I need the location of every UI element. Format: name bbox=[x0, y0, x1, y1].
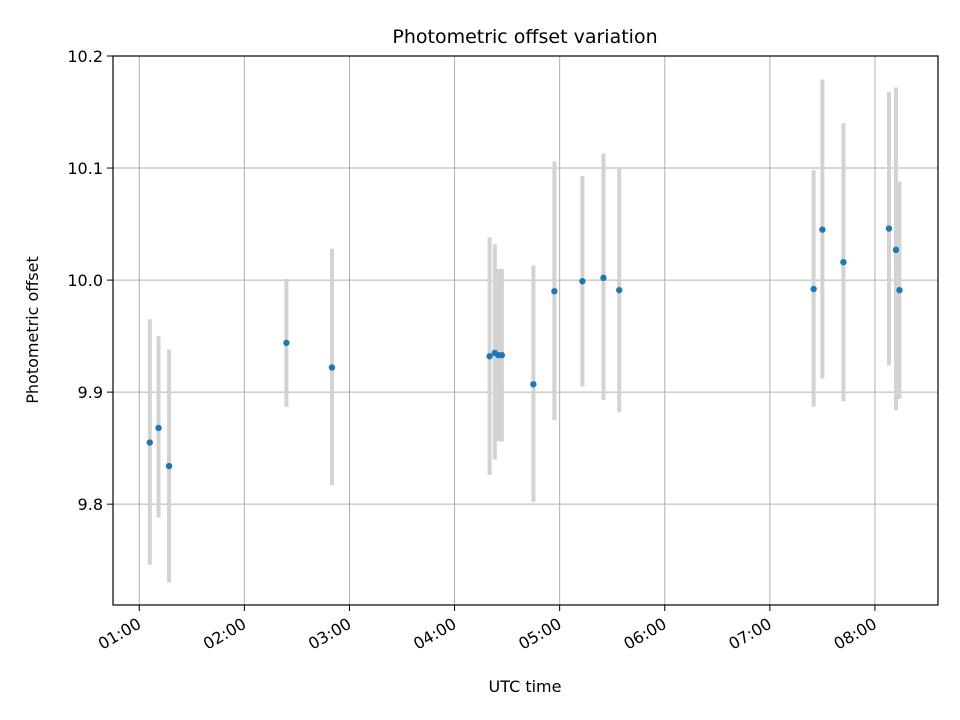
data-point bbox=[896, 286, 903, 294]
x-tick-label: 02:00 bbox=[200, 614, 249, 654]
x-tick-label: 01:00 bbox=[95, 614, 144, 654]
data-point bbox=[579, 278, 586, 285]
data-point bbox=[551, 288, 558, 295]
x-tick-label: 07:00 bbox=[725, 614, 774, 654]
data-point bbox=[810, 285, 817, 293]
data-point bbox=[840, 258, 847, 266]
x-axis: 01:00 02:00 03:00 04:00 05:00 06:00 07:00 08:00 bbox=[95, 605, 880, 654]
x-axis-title: UTC time bbox=[489, 677, 562, 696]
y-tick-label: 9.8 bbox=[78, 495, 103, 514]
chart-title: Photometric offset variation bbox=[392, 26, 657, 48]
y-tick-label: 10.1 bbox=[67, 159, 103, 178]
y-tick-label: 10.0 bbox=[67, 271, 103, 290]
data-point bbox=[892, 246, 900, 254]
data-point bbox=[328, 364, 336, 371]
data-point bbox=[616, 286, 623, 294]
data-point bbox=[155, 424, 162, 432]
x-tick-label: 03:00 bbox=[305, 614, 354, 654]
y-tick-label: 10.2 bbox=[67, 47, 103, 66]
data-point bbox=[885, 225, 893, 232]
y-axis-title: Photometric offset bbox=[23, 256, 42, 404]
y-axis: 9.8 9.9 10.0 10.1 10.2 bbox=[67, 47, 113, 514]
data-point bbox=[486, 353, 493, 360]
plot-frame bbox=[112, 55, 939, 606]
x-tick-label: 06:00 bbox=[620, 614, 669, 654]
data-points bbox=[146, 225, 903, 470]
y-tick-label: 9.9 bbox=[78, 383, 103, 402]
data-point bbox=[146, 439, 153, 446]
data-point bbox=[530, 381, 537, 388]
x-tick-label: 05:00 bbox=[515, 614, 564, 654]
data-point bbox=[165, 462, 173, 470]
data-point bbox=[498, 351, 506, 359]
data-point bbox=[600, 274, 607, 282]
x-tick-label: 08:00 bbox=[831, 614, 880, 654]
x-tick-label: 04:00 bbox=[410, 614, 459, 654]
error-bars bbox=[147, 79, 902, 583]
data-point bbox=[283, 339, 290, 347]
data-point bbox=[819, 226, 826, 233]
